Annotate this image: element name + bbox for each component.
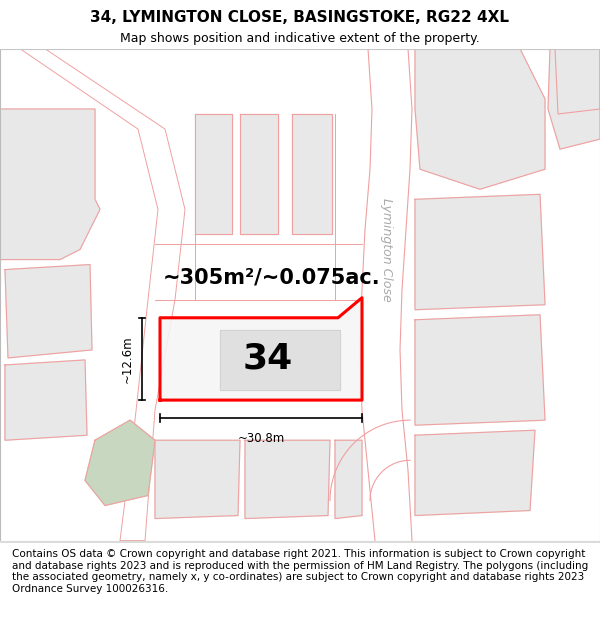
Polygon shape: [292, 114, 332, 234]
Polygon shape: [240, 114, 278, 234]
Polygon shape: [335, 440, 362, 519]
Polygon shape: [155, 440, 240, 519]
Polygon shape: [220, 330, 340, 390]
Polygon shape: [5, 360, 87, 440]
Text: Lymington Close: Lymington Close: [380, 198, 394, 301]
Polygon shape: [360, 49, 412, 541]
Polygon shape: [0, 109, 100, 259]
Text: Map shows position and indicative extent of the property.: Map shows position and indicative extent…: [120, 32, 480, 45]
Polygon shape: [160, 298, 362, 400]
Polygon shape: [555, 49, 600, 114]
Text: 34: 34: [243, 342, 293, 376]
Polygon shape: [415, 430, 535, 516]
Text: 34, LYMINGTON CLOSE, BASINGSTOKE, RG22 4XL: 34, LYMINGTON CLOSE, BASINGSTOKE, RG22 4…: [91, 10, 509, 25]
Text: Contains OS data © Crown copyright and database right 2021. This information is : Contains OS data © Crown copyright and d…: [12, 549, 588, 594]
Polygon shape: [548, 49, 600, 149]
Polygon shape: [5, 264, 92, 358]
Polygon shape: [415, 315, 545, 425]
Text: ~305m²/~0.075ac.: ~305m²/~0.075ac.: [163, 268, 380, 288]
Polygon shape: [245, 440, 330, 519]
Text: ~12.6m: ~12.6m: [121, 335, 133, 382]
Polygon shape: [415, 194, 545, 310]
Polygon shape: [0, 49, 185, 541]
Polygon shape: [85, 420, 155, 506]
Polygon shape: [195, 114, 232, 234]
Text: ~30.8m: ~30.8m: [238, 432, 284, 445]
Polygon shape: [415, 49, 545, 189]
